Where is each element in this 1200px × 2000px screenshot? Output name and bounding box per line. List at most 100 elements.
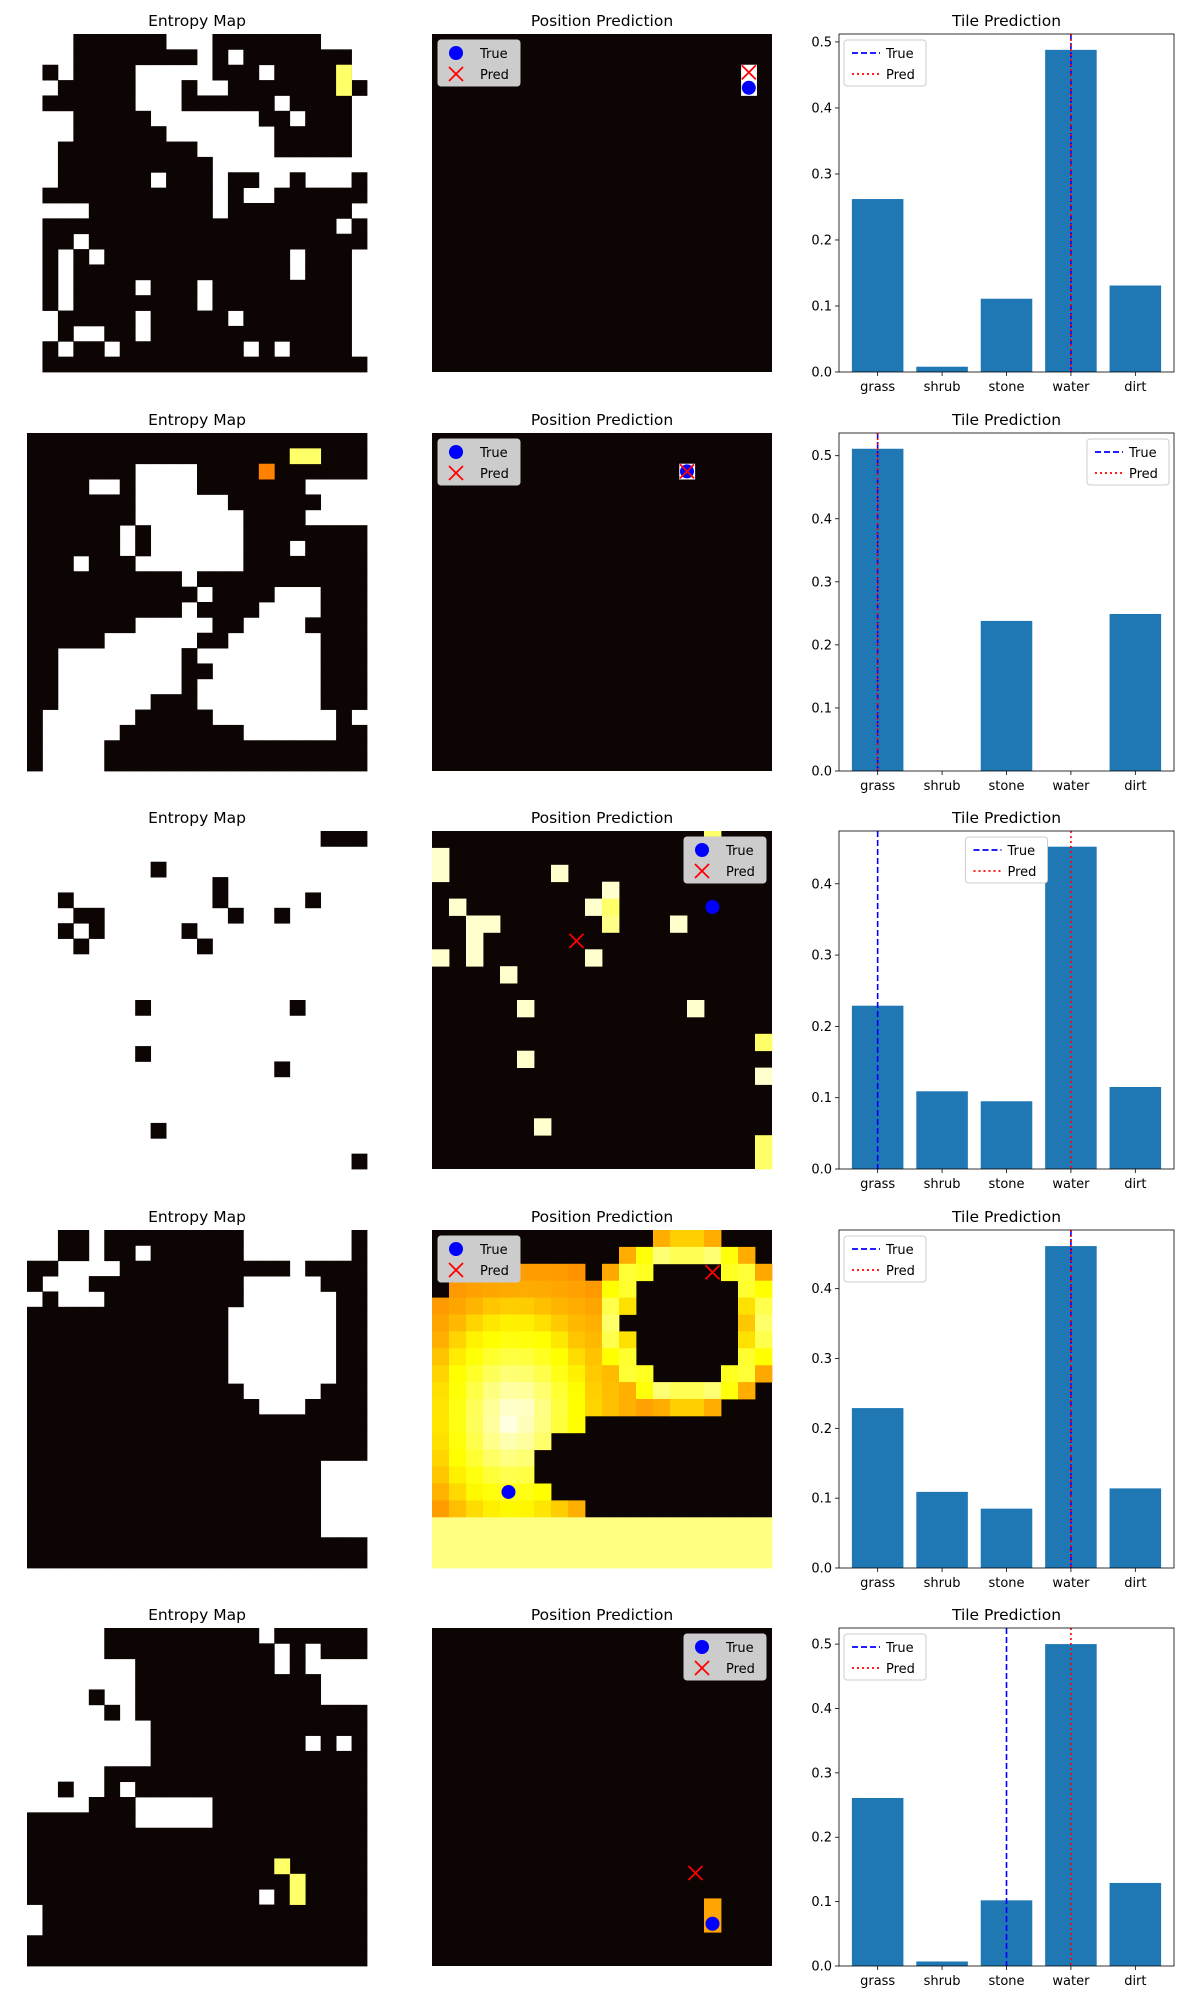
entropy-cell (104, 1858, 121, 1875)
entropy-cell (104, 34, 121, 50)
entropy-cell (320, 1399, 337, 1415)
position-prob-cell (738, 1331, 756, 1349)
entropy-cell (243, 1950, 260, 1967)
entropy-cell (119, 433, 136, 449)
entropy-cell (320, 602, 337, 618)
entropy-cell (212, 448, 229, 465)
entropy-cell (166, 1552, 182, 1569)
entropy-cell (181, 1276, 198, 1292)
entropy-cell (135, 1628, 152, 1644)
entropy-cell (150, 1445, 167, 1461)
entropy-cell (27, 1414, 43, 1431)
position-prob-cell (551, 1399, 569, 1417)
position-prob-cell (636, 1263, 654, 1282)
entropy-cell (88, 233, 105, 250)
entropy-cell (289, 1750, 306, 1767)
tile-axes-frame (838, 830, 1175, 1170)
entropy-cell (135, 1291, 152, 1308)
entropy-cell (166, 1889, 182, 1905)
entropy-cell (27, 740, 43, 757)
entropy-cell (181, 203, 198, 219)
entropy-cell (135, 1689, 152, 1706)
entropy-cell (320, 218, 337, 235)
entropy-cell (57, 1337, 74, 1354)
entropy-cell (243, 1414, 260, 1431)
entropy-cell (135, 1919, 152, 1936)
position-prob-cell (670, 1551, 688, 1569)
entropy-cell (351, 724, 368, 741)
entropy-cell (258, 1750, 275, 1767)
entropy-cell (42, 694, 59, 710)
position-map-2 (432, 433, 772, 771)
entropy-cell (274, 1506, 291, 1523)
entropy-cell (289, 755, 306, 772)
entropy-cell (243, 310, 260, 327)
entropy-cell (197, 1537, 213, 1554)
entropy-cell (135, 1889, 152, 1905)
entropy-cell (104, 1245, 121, 1262)
entropy-cell (88, 95, 105, 112)
entropy-cell (336, 279, 352, 296)
entropy-cell (320, 1919, 337, 1936)
legend-frame (843, 1633, 927, 1681)
entropy-cell (181, 1230, 198, 1246)
position-prob-cell (500, 1331, 518, 1349)
entropy-cell (336, 1352, 352, 1369)
entropy-cell (227, 724, 244, 741)
position-prob-cell (602, 915, 620, 933)
position-prob-cell (517, 1466, 535, 1484)
position-prob-cell (466, 1399, 484, 1417)
position-prob-cell (483, 1551, 501, 1569)
entropy-cell (104, 1904, 121, 1921)
entropy-cell (42, 648, 59, 664)
entropy-cell (320, 1643, 337, 1660)
entropy-cell (197, 1352, 213, 1369)
entropy-cell (351, 525, 368, 541)
entropy-cell (212, 586, 229, 603)
entropy-cell (336, 233, 352, 250)
entropy-cell (212, 740, 229, 757)
entropy-cell (104, 325, 121, 342)
entropy-cell (88, 1873, 105, 1890)
position-prob-cell (534, 1415, 552, 1434)
entropy-cell (336, 1337, 352, 1354)
entropy-cell (135, 1414, 152, 1431)
entropy-cell (274, 1429, 291, 1446)
entropy-cell (243, 34, 260, 50)
position-prob-cell (432, 1348, 450, 1366)
entropy-cell (166, 586, 182, 603)
legend-true-label: True (885, 1243, 914, 1258)
position-prob-cell (585, 1382, 603, 1400)
entropy-cell (166, 264, 182, 281)
entropy-cell (166, 1383, 182, 1400)
position-prob-cell (534, 1280, 552, 1298)
entropy-cell (197, 187, 213, 204)
entropy-cell (73, 479, 90, 495)
entropy-cell (57, 1843, 74, 1859)
entropy-cell (88, 1429, 105, 1446)
entropy-cell (73, 1935, 90, 1952)
position-prob-cell (449, 1483, 467, 1501)
entropy-cell (305, 1904, 322, 1921)
entropy-cell (289, 341, 306, 358)
position-prob-cell (432, 1399, 450, 1417)
entropy-cell (274, 555, 291, 572)
position-prob-cell (466, 1331, 484, 1349)
position-prob-cell (500, 1382, 518, 1400)
entropy-cell (42, 279, 59, 296)
position-title: Position Prediction (531, 809, 673, 827)
entropy-cell (42, 1843, 59, 1859)
entropy-cell (150, 1643, 167, 1660)
entropy-cell (27, 1552, 43, 1569)
entropy-cell (73, 1414, 90, 1431)
x-tick-label: grass (860, 1576, 895, 1591)
entropy-cell (197, 1245, 213, 1262)
entropy-cell (274, 126, 291, 142)
entropy-cell (135, 218, 152, 235)
entropy-cell (336, 617, 352, 634)
entropy-cell (42, 1919, 59, 1936)
legend-true-marker (449, 445, 463, 459)
entropy-cell (57, 1506, 74, 1523)
entropy-cell (119, 1506, 136, 1523)
entropy-cell (336, 1781, 352, 1798)
